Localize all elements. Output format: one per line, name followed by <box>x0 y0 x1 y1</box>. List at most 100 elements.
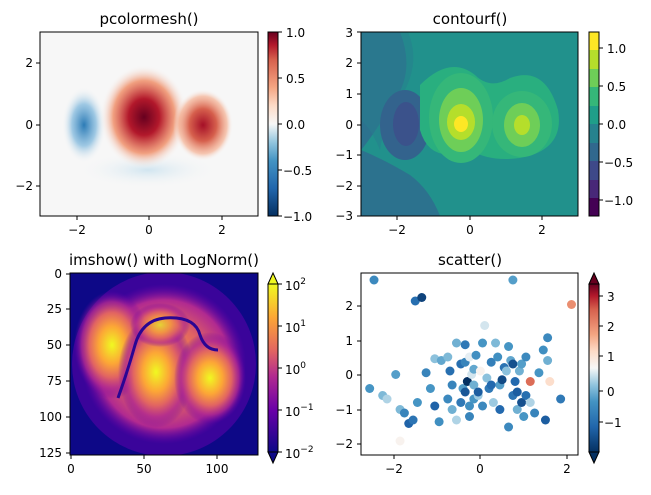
scatter-point <box>456 398 466 407</box>
scatter-point <box>365 384 375 393</box>
scatter-point <box>478 401 488 411</box>
imshow-xticks: 0 50 100 <box>67 455 228 476</box>
pcolormesh-xtick-label: −2 <box>68 223 86 237</box>
scatter-point <box>566 300 576 309</box>
scatter-point <box>521 391 531 400</box>
scatter-point <box>417 293 427 302</box>
imshow-ytick-label: 25 <box>47 302 62 316</box>
scatter-point <box>538 345 548 355</box>
scatter-point <box>486 380 496 390</box>
contourf-ytick-label: −2 <box>335 179 353 193</box>
scatter-point <box>543 333 553 343</box>
scatter-ytick-label: 2 <box>345 299 353 313</box>
contourf-ytick-label: 3 <box>345 26 353 40</box>
imshow-xtick-label: 50 <box>136 462 151 476</box>
pcolormesh-xtick-label: 0 <box>145 223 153 237</box>
scatter-point <box>525 398 535 407</box>
scatter-point <box>447 380 457 390</box>
pcolormesh-panel: pcolormesh() −2 0 2 2 0 −2 <box>15 10 312 237</box>
scatter-point <box>447 405 457 414</box>
scatter-xtick-label: 0 <box>476 462 484 476</box>
scatter-panel: scatter() −2 0 2 2 1 0 −1 −2 <box>335 251 621 476</box>
scatter-point <box>501 366 511 376</box>
contourf-ytick-label: −3 <box>335 209 353 223</box>
scatter-point <box>493 352 503 362</box>
imshow-ytick-label: 125 <box>39 446 62 460</box>
imshow-cbar-label: 10−1 <box>285 403 314 419</box>
imshow-panel: imshow() with LogNorm() 0 50 100 <box>39 251 313 476</box>
scatter-point <box>482 373 492 383</box>
scatter-point <box>556 394 566 404</box>
imshow-cbar-label: 10−2 <box>285 445 314 461</box>
scatter-point <box>382 394 392 404</box>
scatter-point <box>451 338 461 348</box>
contourf-title: contourf() <box>433 10 508 28</box>
scatter-xtick-label: −2 <box>385 462 403 476</box>
scatter-cbar-label: 2 <box>607 320 615 334</box>
contourf-yticks: 3 2 1 0 −1 −2 −3 <box>335 26 361 223</box>
imshow-ytick-label: 75 <box>47 374 62 388</box>
scatter-point <box>425 384 435 393</box>
imshow-cbar-label: 100 <box>285 361 306 377</box>
imshow-ytick-label: 100 <box>39 410 62 424</box>
scatter-point <box>504 422 514 432</box>
scatter-point <box>460 387 470 397</box>
scatter-point <box>510 377 520 386</box>
pcolormesh-ytick-label: −2 <box>15 179 33 193</box>
scatter-point <box>512 387 522 397</box>
scatter-point <box>451 415 461 425</box>
contourf-ytick-label: −1 <box>335 148 353 162</box>
scatter-point <box>508 359 518 369</box>
imshow-cbar-label: 101 <box>285 319 306 335</box>
scatter-ytick-label: −1 <box>335 403 353 417</box>
scatter-ytick-label: 1 <box>345 334 353 348</box>
scatter-point <box>543 356 553 365</box>
scatter-point <box>525 377 535 386</box>
scatter-point <box>495 405 505 414</box>
scatter-yticks: 2 1 0 −1 −2 <box>335 299 361 451</box>
scatter-point <box>488 398 498 407</box>
imshow-cbar-label: 102 <box>285 277 306 293</box>
scatter-point <box>480 321 490 330</box>
scatter-point <box>486 357 496 367</box>
scatter-cbar-label: −1 <box>604 416 622 430</box>
scatter-ytick-label: 0 <box>345 368 353 382</box>
scatter-colorbar: 3 2 1 0 −1 <box>588 271 622 465</box>
imshow-xtick-label: 0 <box>67 462 75 476</box>
imshow-colorbar: 102 101 100 10−1 10−2 <box>267 271 314 465</box>
pcolormesh-cbar-label: 1.0 <box>286 26 305 40</box>
pcolormesh-xtick-label: 2 <box>218 223 226 237</box>
contourf-cbar-label: 1.0 <box>607 42 626 56</box>
contourf-field <box>361 32 578 216</box>
scatter-point <box>430 401 440 411</box>
pcolormesh-yticks: 2 0 −2 <box>15 56 40 193</box>
scatter-title: scatter() <box>438 251 502 269</box>
scatter-ytick-label: −2 <box>335 437 353 451</box>
pcolormesh-field <box>40 32 258 216</box>
scatter-point <box>408 415 418 425</box>
pcolormesh-ytick-label: 2 <box>25 56 33 70</box>
contourf-ytick-label: 0 <box>345 118 353 132</box>
scatter-point <box>545 377 555 386</box>
scatter-point <box>517 359 527 369</box>
scatter-point <box>517 398 527 407</box>
scatter-point <box>465 401 474 411</box>
contourf-cbar-label: 0.0 <box>607 118 626 132</box>
scatter-cbar-label: 0 <box>607 385 615 399</box>
scatter-point <box>395 436 405 446</box>
scatter-cbar-label: 3 <box>607 290 615 304</box>
scatter-point <box>465 412 474 421</box>
pcolormesh-xticks: −2 0 2 <box>68 216 226 237</box>
scatter-point <box>445 366 455 376</box>
scatter-point <box>443 352 453 362</box>
scatter-point <box>369 275 379 285</box>
pcolormesh-cbar-label: 0.0 <box>286 118 305 132</box>
pcolormesh-title: pcolormesh() <box>99 10 198 28</box>
imshow-title: imshow() with LogNorm() <box>69 251 259 269</box>
contourf-cbar-label: 0.5 <box>607 80 626 94</box>
imshow-frame <box>69 272 259 456</box>
contourf-ytick-label: 2 <box>345 56 353 70</box>
scatter-point <box>391 370 401 379</box>
contourf-xtick-label: 2 <box>538 223 546 237</box>
